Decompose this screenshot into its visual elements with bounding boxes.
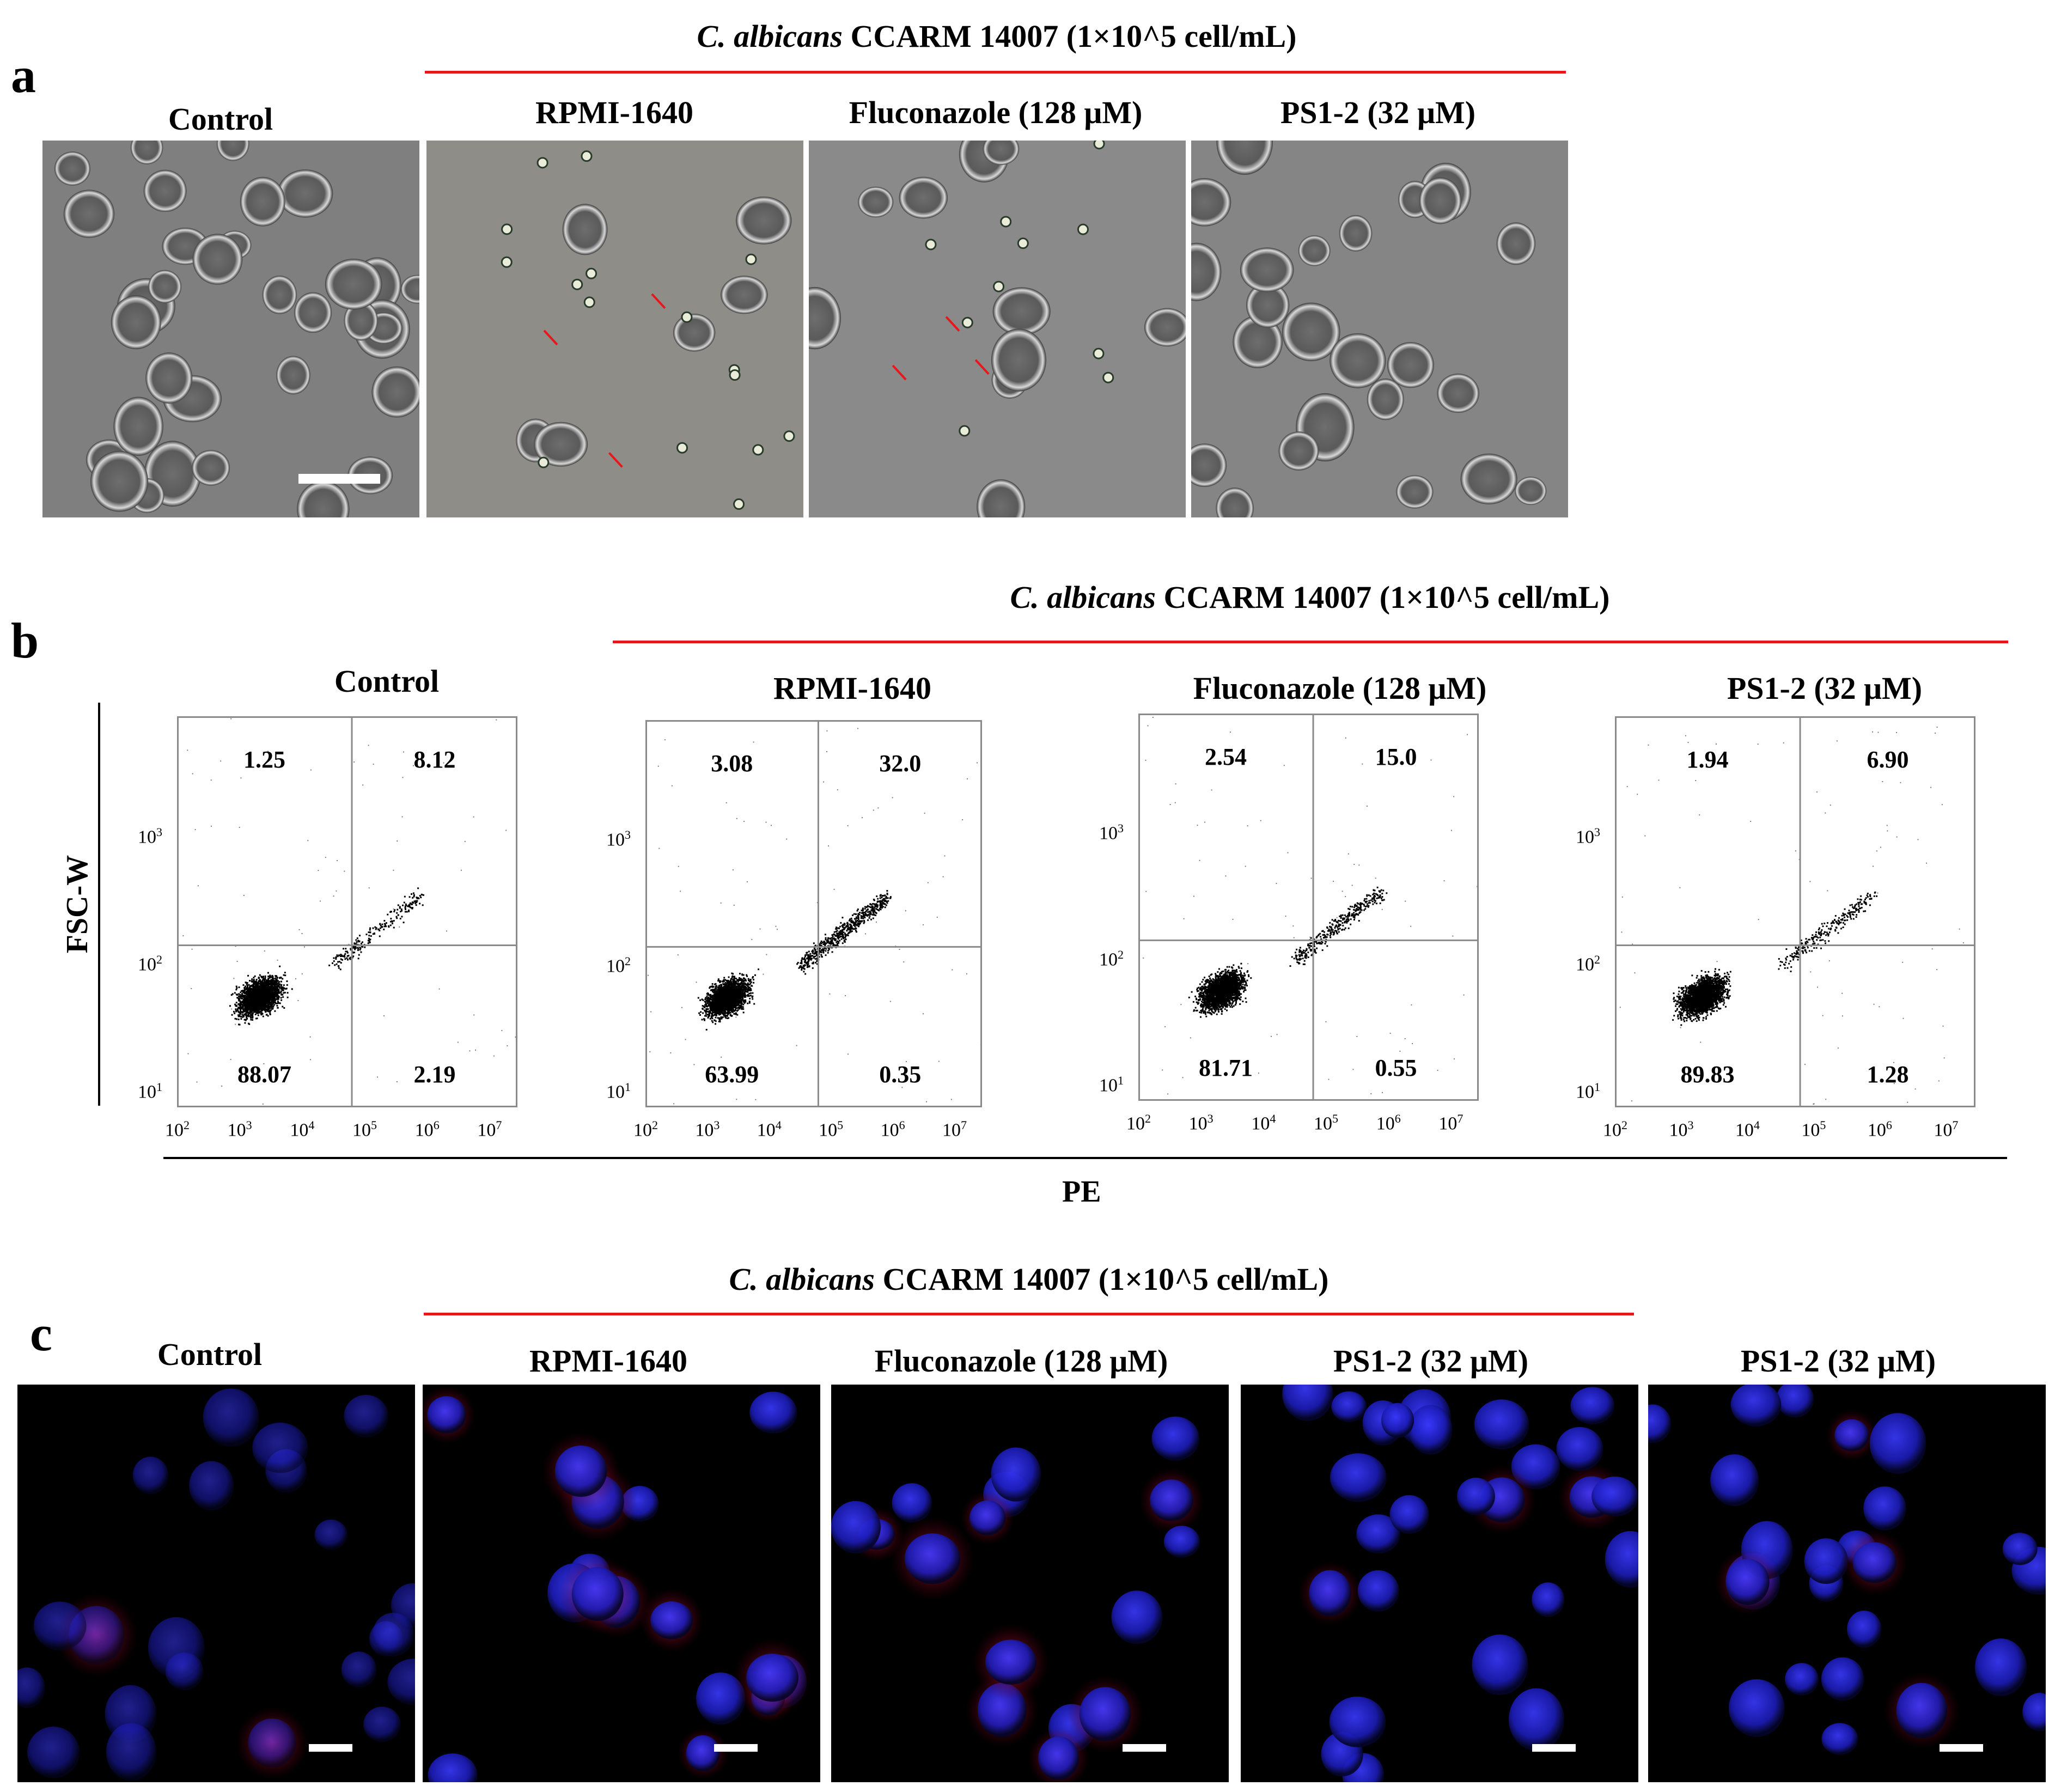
quadrant-value-upper-left: 1.25: [243, 746, 286, 773]
confocal-label-rpmi: RPMI-1640: [529, 1343, 687, 1379]
y-tick-label: 103: [1576, 825, 1600, 848]
x-axis-title: PE: [1062, 1175, 1101, 1209]
panel-c-heading-rest: CCARM 14007 (1×10^5 cell/mL): [875, 1261, 1329, 1297]
panel-b-letter: b: [11, 613, 39, 668]
x-tick-label: 107: [942, 1118, 967, 1141]
confocal-label-ps12-a: PS1-2 (32 μM): [1333, 1343, 1529, 1379]
confocal-rpmi: [423, 1385, 820, 1782]
quadrant-value-lower-right: 2.19: [413, 1061, 456, 1088]
flow-plot-1: [177, 716, 517, 1107]
panel-a-heading-species: C. albicans: [697, 19, 843, 54]
x-tick-label: 102: [1126, 1112, 1151, 1134]
quadrant-value-lower-right: 0.55: [1375, 1055, 1417, 1081]
micrograph-fluconazole: [809, 141, 1186, 517]
panel-a-letter: a: [11, 47, 36, 103]
flow-plot-2: [645, 720, 982, 1107]
quadrant-value-lower-left: 89.83: [1680, 1061, 1735, 1088]
quadrant-value-lower-left: 63.99: [705, 1061, 759, 1088]
y-tick-label: 102: [1099, 947, 1124, 970]
y-tick-label: 103: [606, 828, 631, 850]
quadrant-value-upper-left: 1.94: [1686, 746, 1729, 773]
panel-b-heading: C. albicans CCARM 14007 (1×10^5 cell/mL): [613, 582, 2007, 613]
panel-c-heading: C. albicans CCARM 14007 (1×10^5 cell/mL): [424, 1264, 1634, 1295]
quadrant-value-upper-right: 32.0: [879, 750, 922, 777]
y-tick-label: 101: [1576, 1080, 1600, 1102]
x-tick-label: 102: [633, 1118, 658, 1141]
x-tick-label: 102: [1603, 1118, 1627, 1141]
y-tick-label: 103: [1099, 821, 1124, 844]
panel-c-heading-species: C. albicans: [729, 1261, 875, 1297]
quadrant-value-lower-left: 81.71: [1199, 1055, 1253, 1081]
x-tick-label: 105: [352, 1118, 377, 1141]
x-tick-label: 106: [414, 1118, 440, 1141]
y-tick-label: 102: [606, 954, 631, 976]
panel-c-red-line: [424, 1313, 1634, 1315]
confocal-fluconazole: [831, 1385, 1229, 1782]
x-tick-label: 104: [1735, 1118, 1760, 1141]
flow-label-ps12: PS1-2 (32 μM): [1727, 671, 1923, 706]
quadrant-value-lower-right: 0.35: [879, 1061, 922, 1088]
panel-c-letter: c: [30, 1306, 52, 1361]
quadrant-value-lower-right: 1.28: [1867, 1061, 1909, 1088]
panel-b-red-line: [613, 641, 2008, 643]
x-tick-label: 105: [819, 1118, 844, 1141]
x-tick-label: 105: [1801, 1118, 1826, 1141]
quadrant-value-upper-left: 3.08: [711, 750, 753, 777]
y-tick-label: 103: [138, 825, 162, 848]
flow-label-control: Control: [334, 663, 440, 699]
x-tick-label: 102: [165, 1118, 190, 1141]
x-tick-label: 106: [1867, 1118, 1892, 1141]
confocal-control: [17, 1385, 415, 1782]
x-tick-label: 104: [757, 1118, 782, 1141]
panel-b-heading-rest: CCARM 14007 (1×10^5 cell/mL): [1156, 580, 1610, 615]
x-tick-label: 103: [1188, 1112, 1214, 1134]
flow-label-rpmi: RPMI-1640: [773, 671, 931, 706]
panel-a-heading: C. albicans CCARM 14007 (1×10^5 cell/mL): [425, 21, 1569, 52]
y-axis-title: FSC-W: [60, 855, 94, 954]
x-tick-label: 103: [227, 1118, 252, 1141]
y-tick-label: 101: [606, 1080, 631, 1102]
panel-a-label-control: Control: [168, 101, 273, 137]
micrograph-ps12: [1191, 141, 1568, 517]
x-tick-label: 107: [1438, 1112, 1463, 1134]
x-tick-label: 105: [1314, 1112, 1339, 1134]
quadrant-value-upper-right: 15.0: [1375, 743, 1417, 770]
x-tick-label: 104: [290, 1118, 315, 1141]
x-tick-label: 107: [1934, 1118, 1959, 1141]
x-tick-label: 104: [1251, 1112, 1276, 1134]
x-tick-label: 103: [695, 1118, 720, 1141]
confocal-label-fluconazole: Fluconazole (128 μM): [874, 1343, 1168, 1379]
panel-a-red-line: [425, 71, 1566, 74]
quadrant-value-lower-left: 88.07: [237, 1061, 292, 1088]
flow-plot-4: [1615, 716, 1975, 1107]
y-tick-label: 102: [1576, 953, 1600, 975]
micrograph-rpmi: [426, 141, 803, 517]
panel-a-label-fluconazole: Fluconazole (128 μM): [849, 95, 1143, 130]
x-tick-label: 106: [880, 1118, 905, 1141]
x-tick-label: 107: [477, 1118, 502, 1141]
quadrant-value-upper-right: 8.12: [413, 746, 456, 773]
panel-a-heading-rest: CCARM 14007 (1×10^5 cell/mL): [843, 19, 1297, 54]
micrograph-control: [42, 141, 419, 517]
y-tick-label: 102: [138, 953, 162, 975]
quadrant-value-upper-left: 2.54: [1205, 743, 1247, 770]
confocal-label-control: Control: [157, 1337, 263, 1372]
y-tick-label: 101: [138, 1080, 162, 1102]
panel-a-label-ps12: PS1-2 (32 μM): [1280, 95, 1476, 130]
x-tick-label: 103: [1669, 1118, 1694, 1141]
confocal-ps12-b: [1648, 1385, 2046, 1782]
flow-label-fluconazole: Fluconazole (128 μM): [1193, 671, 1487, 706]
y-axis-line: [98, 703, 100, 1106]
y-tick-label: 101: [1099, 1074, 1124, 1096]
panel-b-heading-species: C. albicans: [1010, 580, 1156, 615]
confocal-label-ps12-b: PS1-2 (32 μM): [1740, 1343, 1936, 1379]
confocal-ps12-a: [1241, 1385, 1638, 1782]
x-tick-label: 106: [1376, 1112, 1401, 1134]
panel-a-label-rpmi: RPMI-1640: [535, 95, 693, 130]
quadrant-value-upper-right: 6.90: [1867, 746, 1909, 773]
x-axis-line: [163, 1157, 2007, 1159]
flow-plot-3: [1138, 714, 1479, 1101]
